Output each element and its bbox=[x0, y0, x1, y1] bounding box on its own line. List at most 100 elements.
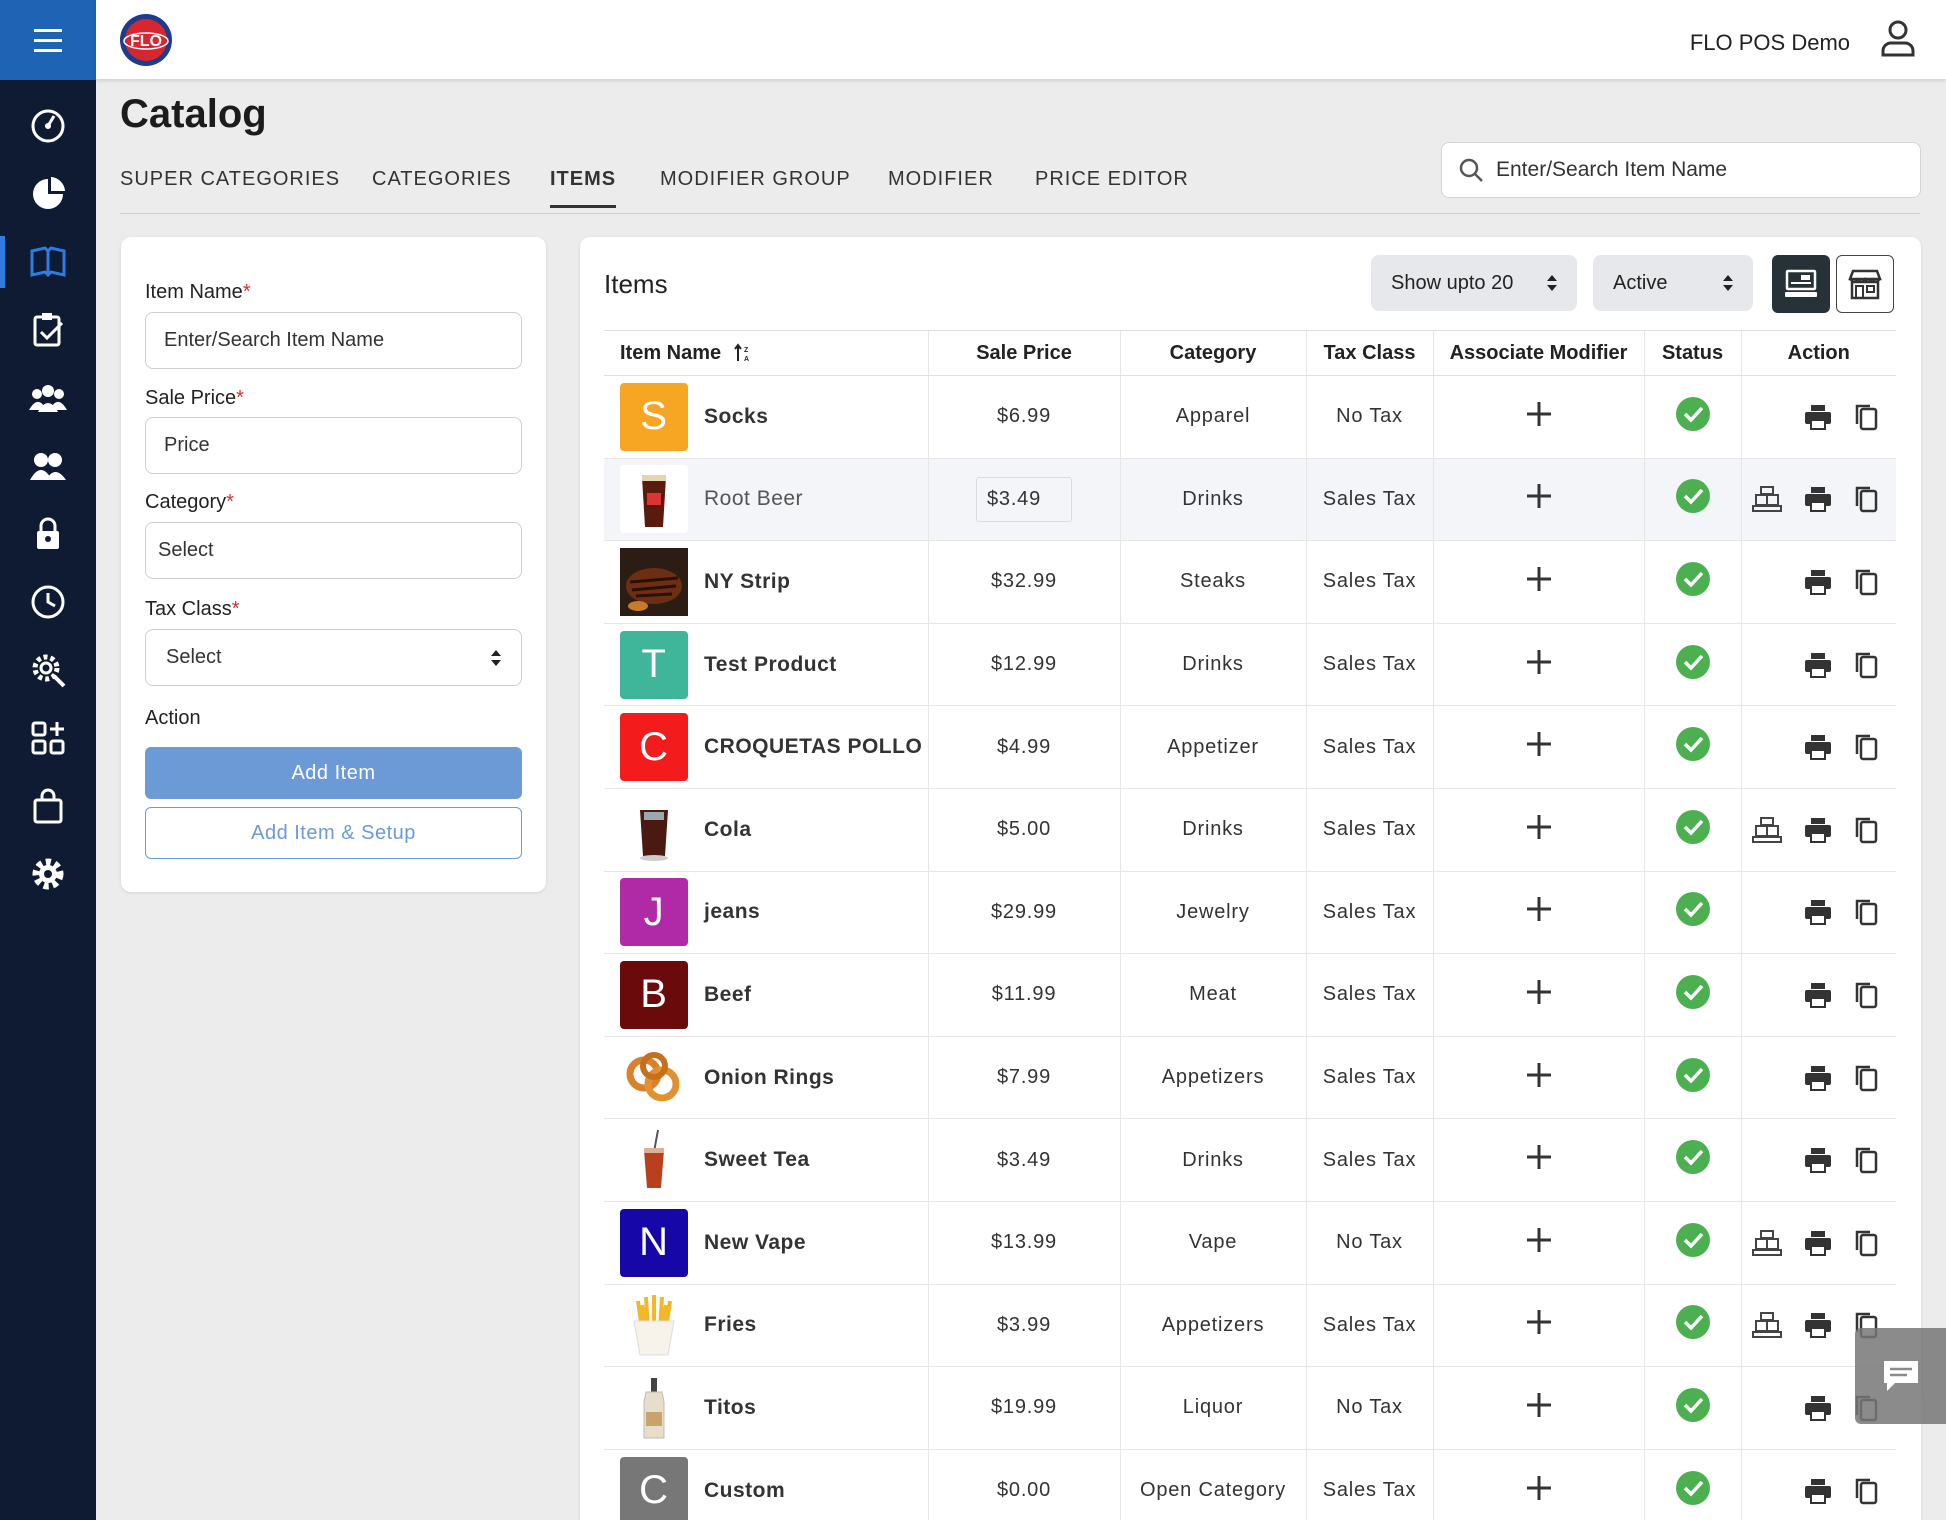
printer-icon[interactable] bbox=[1804, 1395, 1832, 1421]
copy-icon[interactable] bbox=[1854, 1477, 1878, 1505]
item-name[interactable]: Titos bbox=[704, 1395, 757, 1419]
sale-price-field[interactable]: Price bbox=[145, 417, 522, 474]
status-filter-select[interactable]: Active bbox=[1593, 255, 1753, 311]
item-name[interactable]: Beef bbox=[704, 982, 752, 1006]
copy-icon[interactable] bbox=[1854, 1064, 1878, 1092]
associate-modifier-cell[interactable] bbox=[1432, 1201, 1644, 1285]
associate-modifier-cell[interactable] bbox=[1432, 705, 1644, 789]
item-price[interactable]: $0.00 bbox=[996, 1479, 1052, 1502]
table-row[interactable]: Fries $3.99 Appetizers Sales Tax bbox=[604, 1284, 1896, 1368]
copy-icon[interactable] bbox=[1854, 403, 1878, 431]
table-row[interactable]: Sweet Tea $3.49 Drinks Sales Tax bbox=[604, 1118, 1896, 1202]
tax-class-select[interactable]: Select bbox=[145, 629, 522, 686]
item-price[interactable]: $12.99 bbox=[991, 653, 1057, 676]
item-name[interactable]: Test Product bbox=[704, 652, 837, 676]
copy-icon[interactable] bbox=[1854, 816, 1878, 844]
item-name[interactable]: CROQUETAS POLLO bbox=[704, 735, 923, 759]
tab-modifier-group[interactable]: MODIFIER GROUP bbox=[660, 168, 851, 190]
search-input[interactable] bbox=[1496, 158, 1876, 182]
associate-modifier-cell[interactable] bbox=[1432, 1449, 1644, 1520]
item-price[interactable]: $3.49 bbox=[975, 476, 1073, 522]
item-price[interactable]: $5.00 bbox=[996, 818, 1052, 841]
table-row[interactable]: C Custom $0.00 Open Category Sales Tax bbox=[604, 1449, 1896, 1520]
associate-modifier-cell[interactable] bbox=[1432, 375, 1644, 459]
kitchen-display-icon[interactable] bbox=[1752, 1229, 1782, 1257]
table-row[interactable]: NY Strip $32.99 Steaks Sales Tax bbox=[604, 540, 1896, 624]
copy-icon[interactable] bbox=[1854, 898, 1878, 926]
associate-modifier-cell[interactable] bbox=[1432, 540, 1644, 624]
user-account-icon[interactable] bbox=[1878, 18, 1918, 58]
printer-icon[interactable] bbox=[1804, 1065, 1832, 1091]
pos-view-button[interactable] bbox=[1772, 255, 1830, 313]
add-item-setup-button[interactable]: Add Item & Setup bbox=[145, 807, 522, 859]
category-select[interactable]: Select bbox=[145, 522, 522, 579]
tab-items[interactable]: ITEMS bbox=[550, 168, 617, 208]
item-name[interactable]: Cola bbox=[704, 817, 752, 841]
printer-icon[interactable] bbox=[1804, 734, 1832, 761]
sidebar-item-store[interactable] bbox=[0, 772, 96, 840]
item-name-field[interactable]: Enter/Search Item Name bbox=[145, 312, 522, 369]
printer-icon[interactable] bbox=[1804, 652, 1832, 678]
item-price[interactable]: $3.99 bbox=[996, 1313, 1052, 1336]
hamburger-menu-button[interactable] bbox=[0, 0, 96, 80]
copy-icon[interactable] bbox=[1854, 981, 1878, 1009]
item-price[interactable]: $32.99 bbox=[991, 570, 1057, 593]
copy-icon[interactable] bbox=[1854, 1146, 1878, 1174]
table-row[interactable]: Cola $5.00 Drinks Sales Tax bbox=[604, 788, 1896, 872]
table-row[interactable]: B Beef $11.99 Meat Sales Tax bbox=[604, 953, 1896, 1037]
printer-icon[interactable] bbox=[1804, 1230, 1832, 1256]
sidebar-item-orders[interactable] bbox=[0, 296, 96, 364]
sidebar-item-integrations[interactable] bbox=[0, 636, 96, 704]
sidebar-item-employees[interactable] bbox=[0, 432, 96, 500]
table-row[interactable]: Titos $19.99 Liquor No Tax bbox=[604, 1366, 1896, 1450]
kitchen-display-icon[interactable] bbox=[1752, 816, 1782, 844]
sidebar-item-dashboard[interactable] bbox=[0, 92, 96, 160]
page-size-select[interactable]: Show upto 20 bbox=[1371, 255, 1577, 311]
printer-icon[interactable] bbox=[1804, 486, 1832, 513]
printer-icon[interactable] bbox=[1804, 817, 1832, 843]
kitchen-display-icon[interactable] bbox=[1752, 1311, 1782, 1339]
item-price[interactable]: $11.99 bbox=[991, 983, 1057, 1006]
item-price[interactable]: $4.99 bbox=[996, 735, 1052, 758]
associate-modifier-cell[interactable] bbox=[1432, 788, 1644, 872]
sidebar-item-security[interactable] bbox=[0, 500, 96, 568]
associate-modifier-cell[interactable] bbox=[1432, 1366, 1644, 1450]
item-name[interactable]: New Vape bbox=[704, 1230, 807, 1254]
item-name[interactable]: Fries bbox=[704, 1313, 757, 1337]
copy-icon[interactable] bbox=[1854, 485, 1878, 513]
copy-icon[interactable] bbox=[1854, 568, 1878, 596]
associate-modifier-cell[interactable] bbox=[1432, 871, 1644, 955]
sidebar-item-settings[interactable] bbox=[0, 840, 96, 908]
copy-icon[interactable] bbox=[1854, 733, 1878, 761]
copy-icon[interactable] bbox=[1854, 1229, 1878, 1257]
item-name[interactable]: Onion Rings bbox=[704, 1065, 835, 1089]
sidebar-item-customers[interactable] bbox=[0, 364, 96, 432]
printer-icon[interactable] bbox=[1804, 899, 1832, 926]
tab-categories[interactable]: CATEGORIES bbox=[372, 168, 512, 190]
item-name[interactable]: Socks bbox=[704, 404, 769, 428]
add-item-button[interactable]: Add Item bbox=[145, 747, 522, 799]
table-row[interactable]: C CROQUETAS POLLO $4.99 Appetizer Sales Tax bbox=[604, 705, 1896, 789]
table-row[interactable]: T Test Product $12.99 Drinks Sales Tax bbox=[604, 623, 1896, 707]
associate-modifier-cell[interactable] bbox=[1432, 1036, 1644, 1120]
item-price[interactable]: $29.99 bbox=[991, 900, 1057, 923]
sidebar-item-reports[interactable] bbox=[0, 160, 96, 228]
printer-icon[interactable] bbox=[1804, 569, 1832, 595]
item-price[interactable]: $13.99 bbox=[991, 1231, 1057, 1254]
item-price[interactable]: $3.49 bbox=[996, 1148, 1052, 1171]
tab-modifier[interactable]: MODIFIER bbox=[888, 168, 994, 190]
sidebar-item-apps[interactable] bbox=[0, 704, 96, 772]
printer-icon[interactable] bbox=[1804, 404, 1832, 430]
associate-modifier-cell[interactable] bbox=[1432, 1118, 1644, 1202]
printer-icon[interactable] bbox=[1804, 1478, 1832, 1504]
associate-modifier-cell[interactable] bbox=[1432, 458, 1644, 542]
item-name[interactable]: jeans bbox=[704, 900, 761, 924]
store-view-button[interactable] bbox=[1836, 255, 1894, 313]
item-name[interactable]: Custom bbox=[704, 1478, 786, 1502]
sidebar-item-catalog[interactable] bbox=[0, 228, 96, 296]
associate-modifier-cell[interactable] bbox=[1432, 1284, 1644, 1368]
copy-icon[interactable] bbox=[1854, 651, 1878, 679]
table-row[interactable]: Onion Rings $7.99 Appetizers Sales Tax bbox=[604, 1036, 1896, 1120]
